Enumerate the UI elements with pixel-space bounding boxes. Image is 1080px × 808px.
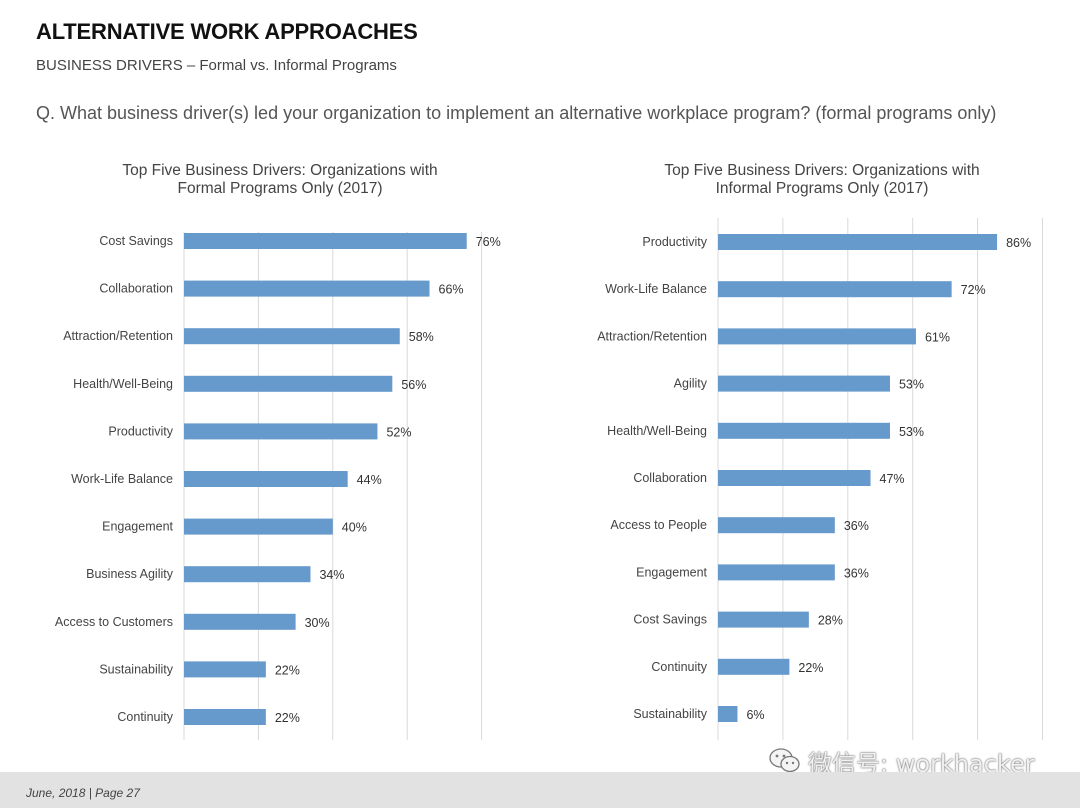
chart-title-line-1: Top Five Business Drivers: Organizations…: [122, 162, 438, 179]
bar: [184, 661, 266, 678]
category-label: Agility: [674, 377, 708, 391]
bar: [718, 234, 998, 250]
value-label: 61%: [925, 330, 950, 344]
bar: [184, 233, 467, 249]
category-label: Productivity: [108, 424, 173, 438]
bar: [184, 518, 333, 535]
bar: [184, 709, 266, 725]
value-label: 56%: [401, 378, 426, 392]
survey-question: Q. What business driver(s) led your orga…: [36, 103, 997, 123]
category-label: Sustainability: [633, 707, 707, 721]
bar: [718, 422, 890, 439]
chart-title: Top Five Business Drivers: Organizations…: [10, 162, 550, 198]
value-label: 34%: [319, 568, 344, 582]
value-label: 76%: [476, 235, 501, 249]
chart-title: Top Five Business Drivers: Organizations…: [552, 162, 1080, 198]
value-label: 66%: [439, 283, 464, 297]
bar: [718, 658, 790, 675]
category-label: Health/Well-Being: [607, 424, 707, 438]
bar: [718, 517, 835, 534]
category-label: Productivity: [642, 235, 707, 249]
category-label: Health/Well-Being: [73, 377, 173, 391]
category-label: Attraction/Retention: [63, 329, 173, 343]
value-label: 22%: [275, 711, 300, 725]
category-label: Collaboration: [633, 471, 707, 485]
category-label: Engagement: [102, 520, 173, 534]
bar: [718, 328, 916, 345]
bar: [184, 328, 400, 345]
value-label: 47%: [880, 472, 905, 486]
category-label: Continuity: [117, 710, 173, 724]
value-label: 36%: [844, 566, 869, 580]
value-label: 22%: [275, 663, 300, 677]
value-label: 53%: [899, 425, 924, 439]
bar: [184, 566, 311, 583]
category-label: Cost Savings: [99, 234, 173, 248]
bar: [718, 281, 952, 298]
category-label: Attraction/Retention: [597, 329, 707, 343]
bar: [718, 375, 890, 392]
bar: [184, 280, 430, 297]
value-label: 52%: [386, 425, 411, 439]
informal-programs-chart: Top Five Business Drivers: Organizations…: [540, 158, 1080, 758]
category-label: Work-Life Balance: [71, 472, 173, 486]
bar: [718, 470, 871, 486]
value-label: 22%: [798, 661, 823, 675]
footer-bar: June, 2018 | Page 27: [0, 772, 1080, 808]
category-label: Access to Customers: [55, 615, 173, 629]
informal-programs-bar-plot: Productivity 86% Work-Life Balance 72% Attra…: [597, 218, 1043, 740]
value-label: 30%: [305, 616, 330, 630]
value-label: 53%: [899, 378, 924, 392]
category-label: Sustainability: [99, 662, 173, 676]
category-label: Work-Life Balance: [605, 282, 707, 296]
category-label: Business Agility: [86, 567, 174, 581]
value-label: 36%: [844, 519, 869, 533]
bar: [184, 613, 296, 630]
value-label: 6%: [746, 708, 764, 722]
formal-programs-chart: Top Five Business Drivers: Organizations…: [0, 158, 540, 758]
page-subtitle: BUSINESS DRIVERS – Formal vs. Informal P…: [36, 57, 397, 74]
bar: [718, 706, 738, 722]
chart-title-line-2: Informal Programs Only (2017): [715, 180, 929, 197]
value-label: 72%: [961, 283, 986, 297]
bar: [718, 611, 809, 628]
bar: [184, 471, 348, 487]
category-label: Cost Savings: [633, 613, 707, 627]
chart-title-line-1: Top Five Business Drivers: Organizations…: [664, 162, 980, 179]
value-label: 44%: [357, 473, 382, 487]
wechat-icon: [769, 748, 800, 773]
bar: [718, 564, 835, 581]
category-label: Continuity: [651, 660, 707, 674]
value-label: 28%: [818, 614, 843, 628]
value-label: 58%: [409, 330, 434, 344]
bar: [184, 375, 393, 392]
value-label: 40%: [342, 521, 367, 535]
footer-page-info: June, 2018 | Page 27: [26, 786, 140, 800]
bar: [184, 423, 378, 440]
chart-title-line-2: Formal Programs Only (2017): [177, 180, 383, 197]
category-label: Access to People: [610, 518, 707, 532]
formal-programs-bar-plot: Cost Savings 76% Collaboration 66% Attractio…: [55, 232, 501, 740]
page-title: ALTERNATIVE WORK APPROACHES: [36, 19, 418, 44]
category-label: Collaboration: [99, 282, 173, 296]
category-label: Engagement: [636, 565, 707, 579]
value-label: 86%: [1006, 236, 1031, 250]
